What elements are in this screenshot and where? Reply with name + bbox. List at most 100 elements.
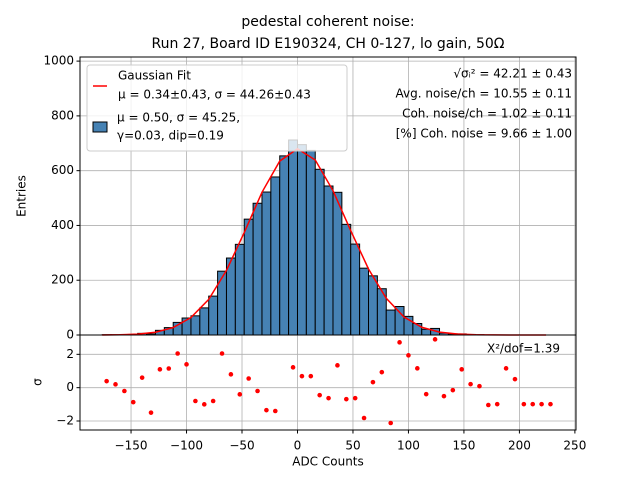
bar <box>288 139 298 336</box>
point <box>450 387 456 393</box>
bar <box>190 315 201 336</box>
point <box>308 373 314 379</box>
point <box>228 372 234 377</box>
point <box>459 367 465 372</box>
point <box>104 378 109 384</box>
point <box>370 379 376 385</box>
annotation: √σᵢ² = 42.21 ± 0.43 <box>453 67 572 81</box>
legend-label: Gaussian Fit <box>118 69 191 83</box>
bar <box>208 295 219 336</box>
point <box>361 415 367 421</box>
point <box>468 381 473 387</box>
point <box>290 365 296 370</box>
point <box>201 402 207 407</box>
point <box>237 392 243 397</box>
point <box>139 375 145 380</box>
point <box>344 396 349 402</box>
point <box>326 395 331 401</box>
bar <box>341 223 352 336</box>
bar <box>305 149 316 336</box>
y-tick-label: −2 <box>56 414 74 428</box>
bar <box>199 307 210 336</box>
point <box>415 366 420 371</box>
annotation: [%] Coh. noise = 9.66 ± 1.00 <box>396 127 572 141</box>
x-tick-label: 0 <box>294 439 302 453</box>
point <box>317 392 322 398</box>
y-axis-label: Entries <box>15 175 29 217</box>
bar <box>323 185 334 336</box>
point <box>184 362 189 367</box>
x-tick-label: −50 <box>229 439 254 453</box>
bar <box>279 155 290 336</box>
point <box>193 398 198 404</box>
point <box>175 351 180 356</box>
x-tick-label: 150 <box>452 439 475 453</box>
point <box>503 366 509 371</box>
point <box>521 401 527 407</box>
point <box>530 401 536 407</box>
x-tick-label: 250 <box>563 439 586 453</box>
point <box>157 367 163 372</box>
point <box>477 383 482 389</box>
bar <box>368 275 378 336</box>
y-axis-label: σ <box>31 378 45 386</box>
x-tick-label: −100 <box>170 439 203 453</box>
point <box>432 337 438 342</box>
bar <box>385 309 396 336</box>
bar <box>332 191 343 336</box>
annotation: Coh. noise/ch = 1.02 ± 0.11 <box>402 107 572 121</box>
bar <box>252 202 263 336</box>
x-tick-label: 200 <box>508 439 531 453</box>
axes-frame <box>79 334 577 431</box>
bar <box>270 176 281 336</box>
y-tick-label: 200 <box>51 273 74 287</box>
y-tick-label: 2 <box>66 347 74 361</box>
point <box>148 410 154 415</box>
legend-label: μ = 0.50, σ = 45.25, <box>117 111 240 125</box>
point <box>406 353 411 358</box>
point <box>335 363 340 368</box>
y-tick-label: 400 <box>51 218 74 232</box>
point <box>264 407 269 413</box>
bar <box>234 243 245 336</box>
point <box>255 388 260 394</box>
bar <box>314 168 325 336</box>
point <box>272 408 278 414</box>
point <box>388 420 393 426</box>
x-tick-label: 100 <box>397 439 420 453</box>
y-tick-label: 0 <box>66 328 74 342</box>
bar <box>225 257 236 336</box>
point <box>548 401 553 407</box>
point <box>423 391 429 397</box>
legend-label: γ=0.03, dip=0.19 <box>117 129 224 143</box>
point <box>246 376 251 381</box>
point <box>494 401 500 407</box>
y-tick-label: 600 <box>51 163 74 177</box>
point <box>512 376 518 382</box>
chart-title: Run 27, Board ID E190324, CH 0-127, lo g… <box>151 36 504 52</box>
point <box>113 382 118 387</box>
bar <box>421 328 432 336</box>
annotation: X²/dof=1.39 <box>487 342 560 356</box>
point <box>122 388 127 394</box>
point <box>166 366 172 371</box>
point <box>130 399 136 405</box>
legend-swatch <box>92 121 108 133</box>
bar <box>261 191 272 336</box>
point <box>352 395 358 401</box>
x-axis-label: ADC Counts <box>292 455 364 469</box>
x-tick-label: 50 <box>345 439 360 453</box>
y-tick-label: 800 <box>51 108 74 122</box>
annotation: Avg. noise/ch = 10.55 ± 0.11 <box>396 87 572 101</box>
point <box>210 398 216 404</box>
y-tick-label: 0 <box>66 380 74 394</box>
point <box>397 340 402 345</box>
bar <box>394 306 405 336</box>
bar <box>217 270 227 336</box>
point <box>441 393 447 399</box>
bar <box>243 218 254 336</box>
bar <box>296 144 307 336</box>
point <box>486 402 491 408</box>
